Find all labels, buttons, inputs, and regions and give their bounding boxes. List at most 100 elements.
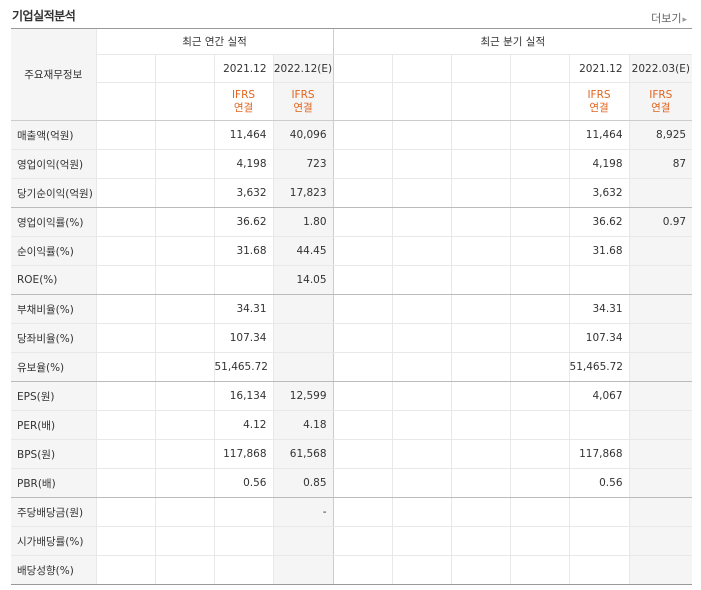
annual-value-2: 44.45 — [272, 236, 334, 266]
quarter-value-2 — [628, 555, 693, 585]
table-row: EPS(원) 16,134 12,599 4,067 — [11, 381, 693, 411]
table-row: 매출액(억원) 11,464 40,096 11,464 8,925 — [11, 120, 693, 150]
annual-value-2 — [272, 352, 334, 382]
table-row: BPS(원) 117,868 61,568 117,868 — [11, 439, 693, 469]
more-link[interactable]: 더보기▸ — [651, 10, 687, 26]
quarter-value-2 — [628, 236, 693, 266]
annual-value-2: 61,568 — [272, 439, 334, 469]
table-row: 당좌비율(%) 107.34 107.34 — [11, 323, 693, 353]
annual-value-2: 1.80 — [272, 207, 334, 237]
annual-value-1: 31.68 — [213, 236, 273, 266]
quarter-value-1 — [568, 497, 630, 527]
annual-value-2: 4.18 — [272, 410, 334, 440]
quarter-value-1: 51,465.72 — [568, 352, 630, 382]
ifrs-label-annual-1: IFRS 연결 — [213, 82, 273, 121]
quarter-value-1: 11,464 — [568, 120, 630, 150]
annual-value-2: - — [272, 497, 334, 527]
quarter-value-2 — [628, 497, 693, 527]
annual-value-1 — [213, 497, 273, 527]
row-label: 영업이익(억원) — [11, 149, 96, 179]
annual-value-1: 4,198 — [213, 149, 273, 179]
quarter-value-2: 0.97 — [628, 207, 693, 237]
table-row: PBR(배) 0.56 0.85 0.56 — [11, 468, 693, 498]
quarter-value-1: 0.56 — [568, 468, 630, 498]
quarter-group-header: 최근 분기 실적 — [332, 28, 693, 55]
quarter-value-1 — [568, 526, 630, 556]
table-row: 유보율(%) 51,465.72 51,465.72 — [11, 352, 693, 382]
row-label: 순이익률(%) — [11, 236, 96, 266]
quarter-value-2 — [628, 294, 693, 324]
row-label: 영업이익률(%) — [11, 207, 96, 237]
quarter-value-2: 8,925 — [628, 120, 693, 150]
table-row: 영업이익률(%) 36.62 1.80 36.62 0.97 — [11, 207, 693, 237]
ifrs-label-quarter-1: IFRS 연결 — [568, 82, 630, 121]
table-row: 순이익률(%) 31.68 44.45 31.68 — [11, 236, 693, 266]
annual-period-2: 2022.12(E) — [272, 54, 334, 83]
annual-value-1: 16,134 — [213, 381, 273, 411]
annual-value-2: 0.85 — [272, 468, 334, 498]
annual-value-1: 4.12 — [213, 410, 273, 440]
row-label: PER(배) — [11, 410, 96, 440]
annual-value-1: 34.31 — [213, 294, 273, 324]
chevron-right-icon: ▸ — [682, 15, 687, 25]
quarter-value-1: 3,632 — [568, 178, 630, 208]
row-label: 주당배당금(원) — [11, 497, 96, 527]
row-label: 배당성향(%) — [11, 555, 96, 585]
annual-value-1 — [213, 526, 273, 556]
table-row: PER(배) 4.12 4.18 — [11, 410, 693, 440]
row-label: 부채비율(%) — [11, 294, 96, 324]
row-label: PBR(배) — [11, 468, 96, 498]
annual-value-2: 40,096 — [272, 120, 334, 150]
quarter-value-1: 36.62 — [568, 207, 630, 237]
annual-value-1: 117,868 — [213, 439, 273, 469]
quarter-value-2 — [628, 352, 693, 382]
table-row: 부채비율(%) 34.31 34.31 — [11, 294, 693, 324]
quarter-value-2 — [628, 526, 693, 556]
row-label: 유보율(%) — [11, 352, 96, 382]
quarter-value-1: 107.34 — [568, 323, 630, 353]
table-row: 영업이익(억원) 4,198 723 4,198 87 — [11, 149, 693, 179]
quarter-value-2 — [628, 323, 693, 353]
quarter-value-2 — [628, 381, 693, 411]
row-label: 당좌비율(%) — [11, 323, 96, 353]
quarter-value-1: 117,868 — [568, 439, 630, 469]
row-label: EPS(원) — [11, 381, 96, 411]
annual-value-2 — [272, 323, 334, 353]
quarter-value-1: 31.68 — [568, 236, 630, 266]
annual-value-2: 723 — [272, 149, 334, 179]
annual-value-1 — [213, 555, 273, 585]
annual-value-2 — [272, 555, 334, 585]
ifrs-label-quarter-2: IFRS 연결 — [628, 82, 693, 121]
annual-value-2: 17,823 — [272, 178, 334, 208]
row-label: BPS(원) — [11, 439, 96, 469]
table-row: ROE(%) 14.05 — [11, 265, 693, 295]
quarter-value-1: 4,067 — [568, 381, 630, 411]
annual-value-1 — [213, 265, 273, 295]
table-row: 배당성향(%) — [11, 555, 693, 585]
row-label: 매출액(억원) — [11, 120, 96, 150]
annual-value-2: 12,599 — [272, 381, 334, 411]
table-row: 주당배당금(원) - — [11, 497, 693, 527]
annual-value-2 — [272, 294, 334, 324]
quarter-value-1 — [568, 555, 630, 585]
section-title: 기업실적분석 — [12, 9, 76, 23]
annual-value-2 — [272, 526, 334, 556]
quarter-value-1 — [568, 265, 630, 295]
annual-period-1: 2021.12 — [213, 54, 273, 83]
quarter-value-2 — [628, 178, 693, 208]
annual-value-1: 3,632 — [213, 178, 273, 208]
annual-value-1: 107.34 — [213, 323, 273, 353]
financial-summary-table: 주요재무정보 최근 연간 실적 최근 분기 실적 2021.12 2022.12… — [11, 28, 693, 585]
quarter-value-1: 34.31 — [568, 294, 630, 324]
table-row: 당기순이익(억원) 3,632 17,823 3,632 — [11, 178, 693, 208]
quarter-value-2 — [628, 468, 693, 498]
annual-value-1: 0.56 — [213, 468, 273, 498]
quarter-value-1: 4,198 — [568, 149, 630, 179]
annual-value-2: 14.05 — [272, 265, 334, 295]
quarter-value-2 — [628, 410, 693, 440]
row-label: ROE(%) — [11, 265, 96, 295]
row-header-label: 주요재무정보 — [11, 28, 96, 121]
table-row: 시가배당률(%) — [11, 526, 693, 556]
annual-group-header: 최근 연간 실적 — [95, 28, 334, 55]
quarter-period-2: 2022.03(E) — [628, 54, 693, 83]
